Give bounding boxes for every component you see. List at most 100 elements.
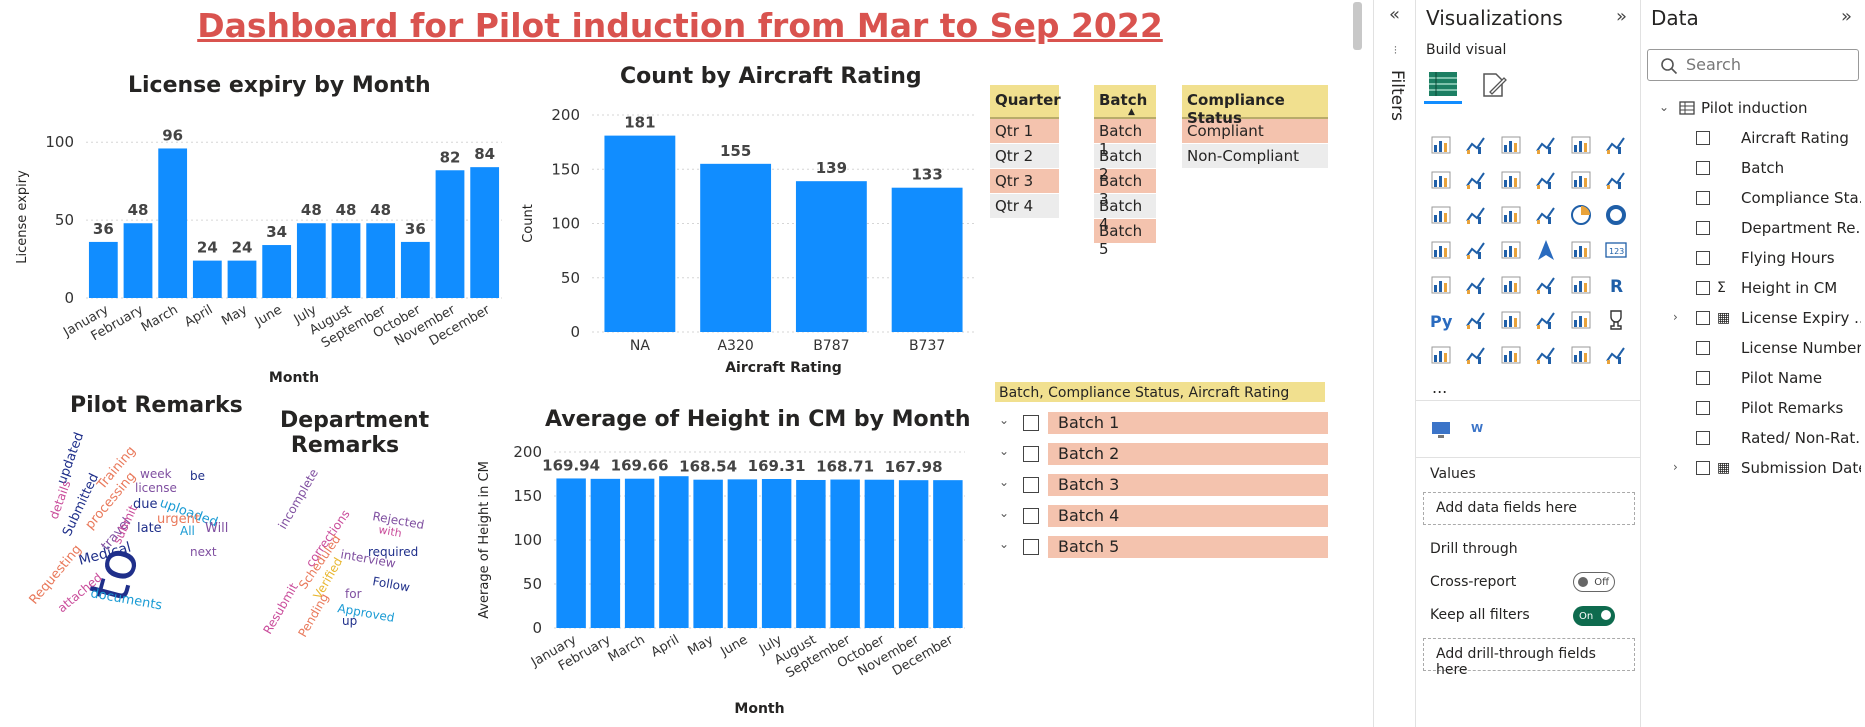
bar[interactable] [227, 260, 257, 298]
batch-slicer-header[interactable]: Batch ▲ [1094, 85, 1156, 119]
more-visuals-button[interactable]: ... [1432, 378, 1448, 397]
chevron-down-icon[interactable]: ⌄ [999, 537, 1010, 551]
r-visual-visual-icon[interactable]: R [1601, 270, 1631, 300]
stacked-bar-visual-icon[interactable] [1426, 130, 1456, 160]
checkbox[interactable] [1023, 415, 1039, 431]
checkbox[interactable] [1696, 281, 1710, 295]
chevron-double-right-icon[interactable]: » [1616, 6, 1628, 27]
height-chart[interactable]: 050100150200169.94JanuaryFebruary169.66M… [470, 438, 990, 727]
diamond-visual-icon[interactable] [1566, 340, 1596, 370]
checkbox[interactable] [1696, 131, 1710, 145]
ribbon-visual-icon[interactable] [1426, 200, 1456, 230]
slicer-item[interactable]: Batch 3 [1094, 169, 1156, 208]
key-influencers-visual-icon[interactable] [1461, 305, 1491, 335]
format-visual-tab[interactable] [1474, 66, 1512, 104]
field-item[interactable]: Σ Height in CM [1641, 274, 1865, 304]
line-visual-icon[interactable] [1426, 165, 1456, 195]
field-item[interactable]: Aircraft Rating [1641, 124, 1865, 154]
chevron-visual-icon[interactable] [1601, 340, 1631, 370]
checkbox[interactable] [1696, 221, 1710, 235]
bar[interactable] [933, 480, 963, 628]
checkbox[interactable] [1696, 371, 1710, 385]
narrative-visual-icon[interactable] [1566, 305, 1596, 335]
hierarchy-slicer[interactable]: Batch, Compliance Status, Aircraft Ratin… [995, 382, 1335, 562]
bar[interactable] [331, 223, 361, 298]
bar[interactable] [891, 187, 963, 332]
values-drop-zone[interactable]: Add data fields here [1423, 492, 1635, 525]
checkbox[interactable] [1696, 191, 1710, 205]
chevron-double-right-icon[interactable]: » [1841, 6, 1853, 27]
bar[interactable] [693, 479, 723, 628]
field-item[interactable]: Compliance Sta... [1641, 184, 1865, 214]
slicer-item[interactable]: Batch 1 [1094, 119, 1156, 158]
quarter-slicer[interactable]: Quarter Qtr 1 Qtr 2 Qtr 3 Qtr 4 [990, 85, 1061, 219]
hierarchy-slicer-row[interactable]: ⌄ Batch 1 [995, 407, 1335, 438]
filled-map-visual-icon[interactable] [1496, 235, 1526, 265]
drill-through-drop-zone[interactable]: Add drill-through fields here [1423, 638, 1635, 678]
chevron-double-left-icon[interactable]: « [1389, 4, 1401, 25]
hierarchy-slicer-row[interactable]: ⌄ Batch 2 [995, 438, 1335, 469]
multi-card-visual-icon[interactable] [1426, 270, 1456, 300]
chevron-down-icon[interactable]: ⌄ [999, 506, 1010, 520]
checkbox[interactable] [1696, 341, 1710, 355]
slicer-item[interactable]: Qtr 3 [990, 169, 1059, 194]
bar[interactable] [262, 245, 292, 298]
bar[interactable] [400, 241, 430, 298]
waterfall-visual-icon[interactable] [1461, 200, 1491, 230]
checkbox[interactable] [1696, 161, 1710, 175]
checkbox[interactable] [1023, 446, 1039, 462]
decomposition-visual-icon[interactable] [1496, 305, 1526, 335]
power-apps-visual-icon[interactable] [1496, 340, 1526, 370]
build-visual-tab[interactable] [1424, 66, 1462, 104]
checkbox[interactable] [1696, 251, 1710, 265]
bar[interactable] [604, 135, 676, 332]
bar[interactable] [158, 148, 188, 298]
clustered-bar-visual-icon[interactable] [1496, 130, 1526, 160]
field-item[interactable]: Department Re... [1641, 214, 1865, 244]
bar[interactable] [659, 476, 689, 628]
matrix-visual-icon[interactable] [1566, 270, 1596, 300]
word-visual-icon[interactable]: W [1471, 422, 1484, 435]
bar[interactable] [795, 181, 867, 332]
hierarchy-slicer-row[interactable]: ⌄ Batch 5 [995, 531, 1335, 562]
license-expiry-chart[interactable]: 05010036January48February96March24April2… [0, 105, 510, 395]
bar[interactable] [624, 478, 655, 628]
field-item[interactable]: › ▦ License Expiry ... [1641, 304, 1865, 334]
stacked-column-visual-icon[interactable] [1461, 130, 1491, 160]
field-item[interactable]: Flying Hours [1641, 244, 1865, 274]
search-input[interactable]: Search [1647, 49, 1859, 81]
kpi-visual-icon[interactable] [1461, 270, 1491, 300]
donut-visual-icon[interactable] [1601, 200, 1631, 230]
compliance-slicer[interactable]: Compliance Status Compliant Non-Compliant [1182, 85, 1328, 169]
table-pilot-induction[interactable]: ⌄ Pilot induction [1641, 94, 1865, 124]
bar[interactable] [366, 223, 396, 298]
field-item[interactable]: Pilot Remarks [1641, 394, 1865, 424]
chevron-down-icon[interactable]: ⌄ [999, 413, 1010, 427]
bar[interactable] [192, 260, 222, 298]
slicer-item[interactable]: Compliant [1182, 119, 1328, 144]
chevron-down-icon[interactable]: ⌄ [999, 444, 1010, 458]
chevron-right-icon[interactable]: › [1673, 310, 1678, 324]
checkbox[interactable] [1696, 431, 1710, 445]
cross-report-toggle[interactable]: Off [1573, 572, 1615, 592]
bar[interactable] [727, 479, 758, 628]
custom-visual-icon[interactable] [1430, 420, 1452, 444]
bar[interactable] [830, 479, 860, 628]
pie-visual-icon[interactable] [1566, 200, 1596, 230]
checkbox[interactable] [1696, 461, 1710, 475]
map-visual-icon[interactable] [1461, 235, 1491, 265]
checkbox[interactable] [1023, 539, 1039, 555]
100-area-visual-icon[interactable] [1531, 165, 1561, 195]
qa-visual-icon[interactable] [1531, 305, 1561, 335]
slicer-item[interactable]: Batch 4 [1094, 194, 1156, 233]
treemap-visual-icon[interactable] [1426, 235, 1456, 265]
field-item[interactable]: Batch [1641, 154, 1865, 184]
field-item[interactable]: Pilot Name [1641, 364, 1865, 394]
paginated-visual-icon[interactable] [1426, 340, 1456, 370]
metric-visual-icon[interactable] [1461, 340, 1491, 370]
line-clustered-visual-icon[interactable] [1601, 165, 1631, 195]
field-item[interactable]: › ▦ Submission Date [1641, 454, 1865, 484]
slicer-item[interactable]: Batch 2 [1094, 144, 1156, 183]
